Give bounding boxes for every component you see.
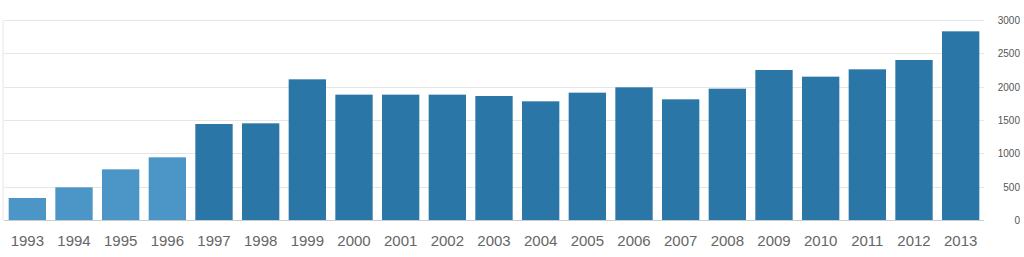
x-tick-label: 2011 [851,232,883,249]
x-tick-label: 2010 [804,232,837,249]
grid-line [4,20,984,21]
bar [102,169,139,220]
x-tick-label: 2004 [524,232,557,249]
grid-line [4,53,984,54]
bar [475,96,512,220]
x-tick-label: 1994 [57,232,90,249]
bar [709,89,746,220]
plot-frame [3,20,4,220]
bar [55,187,92,220]
bar [662,99,699,220]
bar [382,95,419,220]
x-tick-label: 1995 [104,232,137,249]
x-tick-label: 1998 [244,232,277,249]
bar [615,87,652,220]
bar [522,101,559,220]
bar [895,60,932,220]
bar [569,93,606,220]
bar [942,31,979,220]
grid-line [4,220,984,221]
x-tick-label: 2000 [337,232,370,249]
chart-container: 0 500 1000 1500 2000 2500 3000 1993 1994 1995 1996… [0,0,1024,257]
x-tick-label: 2005 [571,232,604,249]
bar [335,95,372,220]
y-tick-label: 1500 [998,115,1021,126]
x-tick-label: 1996 [151,232,184,249]
chart-svg: 0 500 1000 1500 2000 2500 3000 1993 1994 1995 1996… [0,0,1024,257]
y-tick-label: 0 [1014,215,1020,226]
bar [802,77,839,220]
bar [242,123,279,220]
y-tick-label: 1000 [998,148,1021,159]
bar [849,69,886,220]
bar [195,124,232,220]
bar [429,95,466,220]
x-tick-label: 2006 [617,232,650,249]
y-tick-label: 3000 [998,15,1021,26]
x-tick-label: 1997 [197,232,230,249]
x-tick-label: 2001 [384,232,417,249]
bar [755,70,792,220]
bar [289,79,326,220]
y-tick-label: 500 [1003,182,1020,193]
x-tick-label: 2002 [431,232,464,249]
x-tick-label: 2009 [757,232,790,249]
x-tick-label: 1993 [11,232,44,249]
x-tick-label: 1999 [291,232,324,249]
x-tick-label: 2008 [711,232,744,249]
bars [9,31,980,220]
x-tick-label: 2007 [664,232,697,249]
x-tick-label: 2003 [477,232,510,249]
y-tick-label: 2000 [998,82,1021,93]
bar [9,198,46,220]
x-tick-label: 2013 [944,232,977,249]
bar [149,157,186,220]
y-tick-label: 2500 [998,48,1021,59]
x-tick-label: 2012 [897,232,930,249]
